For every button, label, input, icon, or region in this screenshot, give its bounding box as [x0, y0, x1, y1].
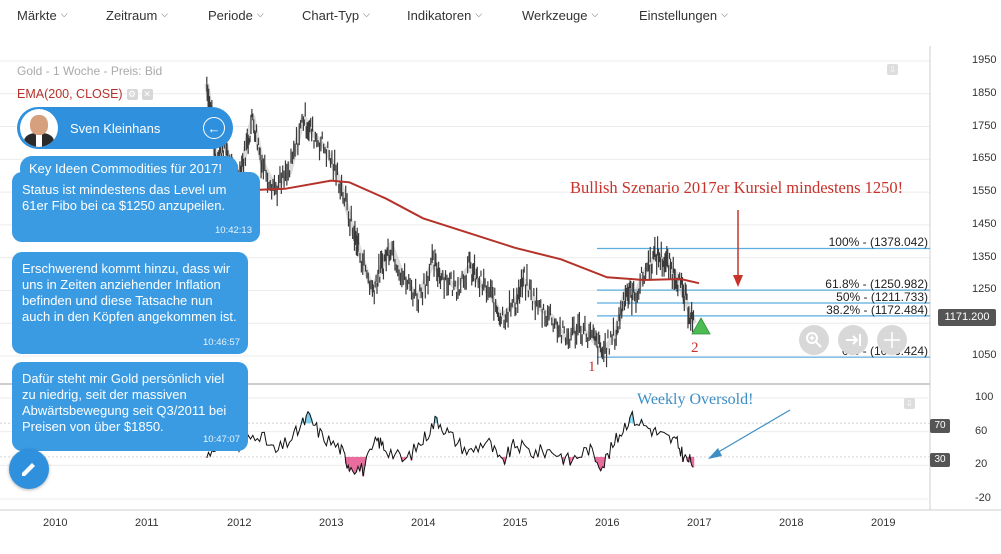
zoom-in-icon[interactable]	[799, 325, 829, 355]
y-tick-label: 1850	[972, 86, 997, 99]
menu-zeitraum[interactable]: Zeitraum ⌵	[106, 8, 168, 23]
fib-label-100: 100% - (1378.042)	[828, 235, 928, 249]
x-tick-label: 2011	[135, 517, 159, 529]
price-series	[204, 76, 697, 368]
osc-y-tick-label: 60	[975, 424, 988, 437]
x-tick-label: 2015	[503, 517, 528, 529]
scroll-to-end-icon[interactable]	[838, 325, 868, 355]
chat-message-key-ideas: Key Ideen Commodities für 2017!	[20, 156, 238, 182]
chat-message: Erschwerend kommt hinzu, dass wir uns in…	[12, 252, 248, 354]
move-icon[interactable]	[877, 325, 907, 355]
x-tick-label: 2019	[871, 517, 896, 529]
oscillator-series	[205, 409, 695, 477]
back-arrow-icon[interactable]: ←	[203, 117, 225, 139]
x-tick-label: 2010	[43, 517, 68, 529]
menu-label: Periode	[208, 8, 253, 23]
panel-collapse-icon[interactable]: ⇩	[887, 64, 898, 75]
red-arrowhead	[733, 275, 743, 287]
x-tick-label: 2013	[319, 517, 344, 529]
avatar[interactable]	[20, 109, 58, 147]
menu-periode[interactable]: Periode ⌵	[208, 8, 264, 23]
indicator-label[interactable]: EMA(200, CLOSE)	[17, 87, 123, 101]
indicator-legend: EMA(200, CLOSE) ⚙ ✕	[17, 87, 153, 101]
menu-label: Indikatoren	[407, 8, 472, 23]
menu-indikatoren[interactable]: Indikatoren ⌵	[407, 8, 482, 23]
chevron-down-icon: ⌵	[161, 9, 169, 19]
oversold-annotation[interactable]: Weekly Oversold!	[637, 391, 754, 408]
y-tick-label: 1350	[972, 250, 997, 263]
menu-label: Zeitraum	[106, 8, 158, 23]
current-price-tag: 1171.200	[938, 309, 996, 326]
message-timestamp: 10:42:13	[215, 225, 252, 236]
osc-y-tick-label: -20	[975, 492, 991, 504]
ema-series	[238, 179, 700, 285]
y-tick-label: 1550	[972, 185, 997, 198]
osc-y-tick-label: 20	[975, 458, 988, 471]
y-tick-label: 1050	[972, 349, 997, 361]
chevron-down-icon: ⌵	[475, 9, 483, 19]
menu-label: Werkzeuge	[522, 8, 588, 23]
fib-label-50: 50% - (1211.733)	[836, 290, 928, 304]
blue-arrowhead	[708, 448, 722, 459]
chat-user-name: Sven Kleinhans	[70, 120, 161, 136]
menu-label: Einstellungen	[639, 8, 718, 23]
top-menu-bar: Märkte ⌵ Zeitraum ⌵ Periode ⌵ Chart-Typ ⌵ In…	[0, 0, 1001, 34]
settings-icon[interactable]: ⚙	[126, 88, 138, 100]
x-tick-label: 2018	[779, 517, 804, 529]
y-tick-label: 1950	[972, 54, 997, 66]
chat-message: Dafür steht mir Gold persönlich viel zu …	[12, 362, 248, 451]
chevron-down-icon: ⌵	[591, 9, 599, 19]
message-text: Erschwerend kommt hinzu, dass wir uns in…	[22, 261, 237, 324]
fibonacci-levels[interactable]	[597, 247, 930, 358]
osc-y-tick-label: 100	[975, 391, 994, 403]
y-tick-label: 1250	[972, 283, 997, 296]
point-label-2: 2	[691, 340, 699, 356]
message-timestamp: 10:47:07	[203, 434, 240, 445]
oversold-level-tag: 30	[930, 453, 950, 467]
menu-einstellungen[interactable]: Einstellungen ⌵	[639, 8, 728, 23]
overbought-level-tag: 70	[930, 419, 950, 433]
chat-message: Status ist mindestens das Level um 61er …	[12, 172, 260, 242]
edit-pencil-button[interactable]	[9, 449, 49, 489]
menu-werkzeuge[interactable]: Werkzeuge ⌵	[522, 8, 598, 23]
message-text: Status ist mindestens das Level um 61er …	[22, 182, 227, 213]
fib-label-38-2: 38.2% - (1172.484)	[826, 303, 928, 317]
chart-title: Gold - 1 Woche - Preis: Bid	[17, 64, 163, 78]
fib-label-61-8: 61.8% - (1250.982)	[825, 277, 928, 291]
oscillator-line	[206, 409, 694, 477]
blue-arrow	[714, 409, 791, 455]
x-tick-label: 2016	[595, 517, 620, 529]
panel-collapse-icon[interactable]: ⇩	[904, 398, 915, 409]
chevron-down-icon: ⌵	[721, 9, 728, 19]
oscillator-grid	[0, 397, 930, 500]
chevron-down-icon: ⌵	[363, 9, 370, 19]
chevron-down-icon: ⌵	[256, 9, 264, 19]
close-icon[interactable]: ✕	[141, 88, 153, 100]
bullish-annotation[interactable]: Bullish Szenario 2017er Kursiel mindeste…	[570, 178, 904, 197]
y-tick-label: 1750	[972, 119, 997, 132]
message-text: Dafür steht mir Gold persönlich viel zu …	[22, 371, 227, 434]
x-tick-label: 2014	[411, 517, 436, 529]
ema-line	[238, 179, 700, 285]
chat-header[interactable]: Sven Kleinhans ←	[17, 107, 233, 149]
message-timestamp: 10:46:57	[203, 337, 240, 348]
buy-signal-triangle[interactable]	[691, 317, 711, 335]
point-label-1: 1	[588, 359, 596, 375]
menu-maerkte[interactable]: Märkte ⌵	[17, 8, 68, 23]
chevron-down-icon: ⌵	[60, 9, 68, 19]
menu-label: Chart-Typ	[302, 8, 360, 23]
pencil-icon	[22, 463, 35, 476]
y-tick-label: 1450	[972, 217, 997, 230]
x-tick-label: 2012	[227, 517, 252, 529]
menu-label: Märkte	[17, 8, 57, 23]
menu-chart-typ[interactable]: Chart-Typ ⌵	[302, 8, 370, 23]
y-tick-label: 1650	[972, 152, 997, 165]
x-tick-label: 2017	[687, 517, 712, 529]
